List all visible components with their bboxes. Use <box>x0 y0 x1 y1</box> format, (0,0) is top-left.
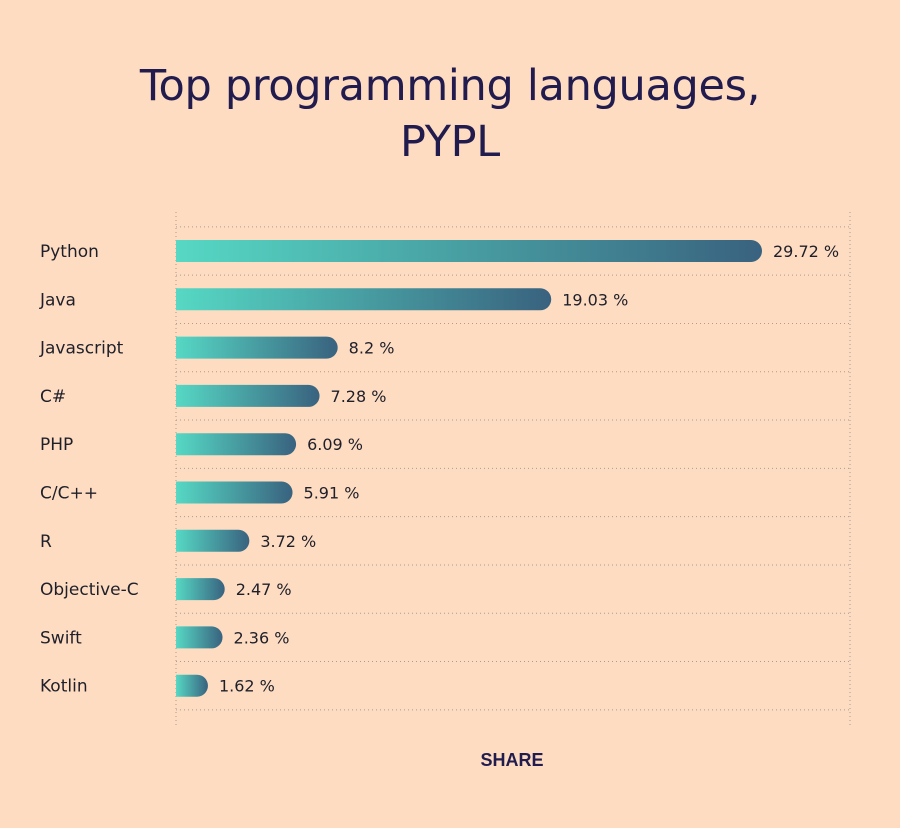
category-label: Javascript <box>39 339 124 359</box>
value-label: 19.03 % <box>562 290 628 309</box>
category-label: Java <box>39 290 76 310</box>
bar-java <box>176 288 552 311</box>
bar-php <box>176 433 297 456</box>
category-label: Swift <box>40 628 82 648</box>
value-label: 3.72 % <box>260 532 316 551</box>
labels: Python 29.72 % Java 19.03 % Javascript 8.2 % C… <box>39 242 839 697</box>
category-label: C# <box>40 387 66 407</box>
bar-kotlin <box>176 674 208 697</box>
category-label: Python <box>40 242 99 262</box>
category-label: Objective-C <box>40 580 139 600</box>
value-label: 5.91 % <box>304 484 360 503</box>
bar-chart: Python 29.72 % Java 19.03 % Javascript 8.2 % C… <box>39 212 851 728</box>
category-label: R <box>40 532 52 552</box>
bar-r <box>176 529 250 552</box>
bar-swift <box>176 626 223 649</box>
value-label: 6.09 % <box>307 435 363 454</box>
chart-title: Top programming languages, PYPL <box>0 58 900 170</box>
chart-title-line-1: Top programming languages, <box>139 61 761 111</box>
bar-python <box>176 240 762 262</box>
bar-c- <box>176 384 320 407</box>
value-label: 1.62 % <box>219 677 275 696</box>
bar-javascript <box>176 336 338 359</box>
value-label: 7.28 % <box>331 387 387 406</box>
category-label: C/C++ <box>40 484 98 504</box>
value-label: 29.72 % <box>773 242 839 261</box>
grid <box>175 212 851 728</box>
bar-objective-c <box>176 578 225 601</box>
chart-title-line-2: PYPL <box>400 117 500 167</box>
bars <box>176 240 762 697</box>
share-button[interactable]: SHARE <box>462 748 562 772</box>
value-label: 2.47 % <box>236 580 292 599</box>
category-label: PHP <box>40 435 73 455</box>
bar-c-c- <box>176 481 293 504</box>
value-label: 2.36 % <box>234 628 290 647</box>
value-label: 8.2 % <box>349 339 395 358</box>
category-label: Kotlin <box>40 677 88 697</box>
